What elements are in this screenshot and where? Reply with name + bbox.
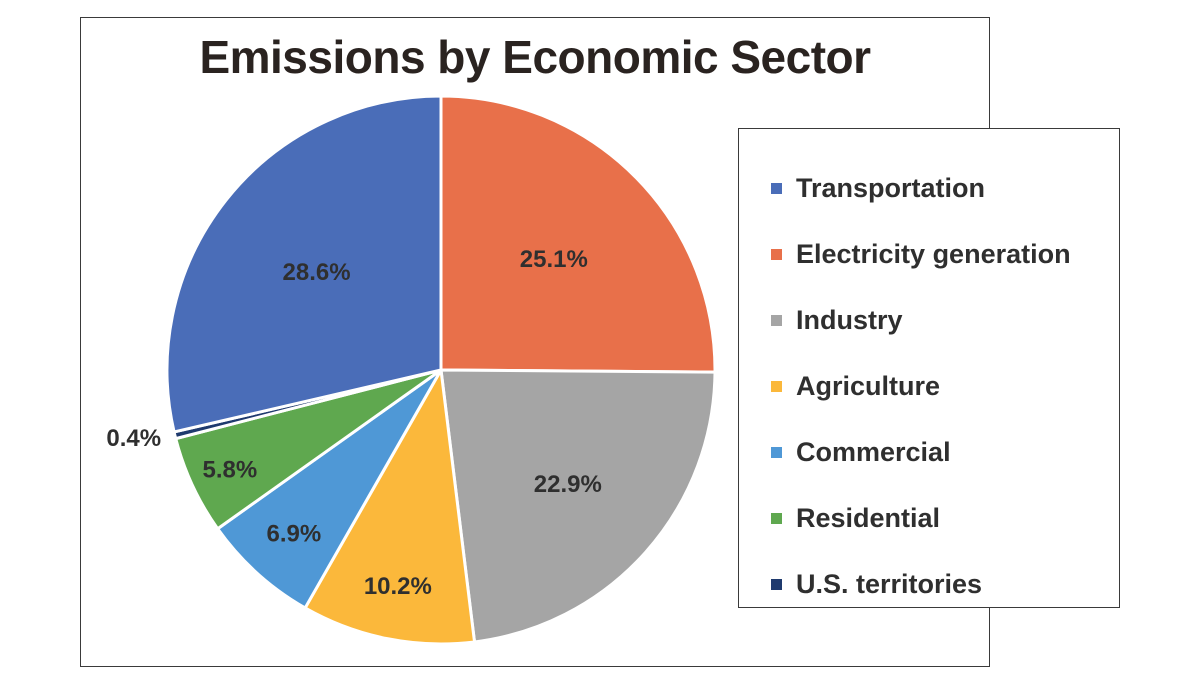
legend-swatch: [771, 446, 782, 458]
legend-item-commercial: Commercial: [739, 419, 1119, 485]
pie-slice-transportation: [165, 94, 443, 434]
legend-label: U.S. territories: [796, 568, 983, 599]
pie-slice-agriculture: [303, 365, 477, 646]
slice-label-industry: 22.9%: [534, 471, 602, 498]
legend-item-agriculture: Agriculture: [739, 353, 1119, 419]
slice-label-commercial: 6.9%: [267, 520, 322, 547]
legend-swatch: [771, 578, 782, 590]
legend-swatch: [771, 314, 782, 326]
slice-label-electricity-generation: 25.1%: [520, 246, 588, 273]
legend-item-electricity-generation: Electricity generation: [739, 221, 1119, 287]
legend: Transportation Electricity generation Indu…: [738, 128, 1120, 608]
chart-title: Emissions by Economic Sector: [199, 31, 871, 83]
legend-item-industry: Industry: [739, 287, 1119, 353]
pie-slice-electricity-generation: [439, 94, 717, 374]
pie-slice-industry: [439, 368, 717, 644]
legend-swatch: [771, 512, 782, 524]
legend-item-residential: Residential: [739, 485, 1119, 551]
legend-swatch: [771, 182, 782, 194]
pie-slice-commercial: [215, 368, 443, 610]
slice-label-agriculture: 10.2%: [364, 573, 432, 600]
legend-item-u-s-territories: U.S. territories: [739, 551, 1119, 617]
legend-item-transportation: Transportation: [739, 155, 1119, 221]
legend-swatch: [771, 380, 782, 392]
legend-label: Electricity generation: [796, 238, 1071, 269]
slice-label-u-s-territories: 0.4%: [106, 425, 161, 452]
slice-label-transportation: 28.6%: [283, 259, 351, 286]
slice-label-residential: 5.8%: [202, 456, 257, 483]
legend-label: Agriculture: [796, 370, 941, 401]
legend-label: Commercial: [796, 436, 951, 467]
legend-label: Industry: [796, 304, 903, 335]
legend-swatch: [771, 248, 782, 260]
legend-label: Transportation: [796, 172, 986, 203]
legend-label: Residential: [796, 502, 941, 533]
